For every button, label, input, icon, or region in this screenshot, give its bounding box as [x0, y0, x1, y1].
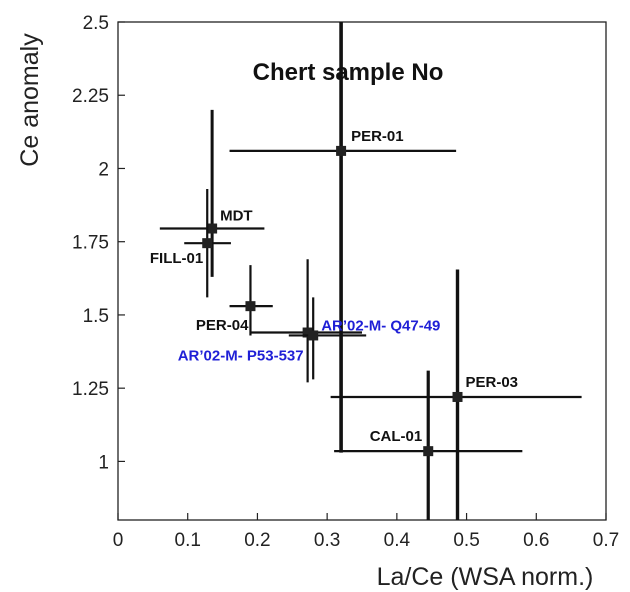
x-tick-label: 0.3: [314, 530, 340, 551]
x-axis-label: La/Ce (WSA norm.): [377, 563, 594, 591]
x-tick-label: 0.5: [453, 530, 479, 551]
x-tick-label: 0.6: [523, 530, 549, 551]
point-label: PER-03: [466, 374, 519, 391]
point-label: PER-01: [351, 128, 404, 145]
x-tick-label: 0.4: [384, 530, 411, 551]
point-label: PER-04: [196, 317, 249, 334]
x-tick-label: 0.1: [175, 530, 201, 551]
y-tick-label: 2: [98, 159, 109, 180]
y-tick-label: 1: [98, 452, 109, 473]
point-label: MDT: [220, 208, 253, 225]
y-tick-label: 1.5: [83, 306, 109, 327]
data-point: [302, 327, 313, 338]
plot-frame: [117, 21, 607, 521]
x-tick-label: 0.7: [593, 530, 619, 551]
y-tick-label: 1.25: [72, 379, 109, 400]
x-tick-label: 0: [113, 530, 124, 551]
data-point: [452, 391, 463, 402]
x-tick-label: 0.2: [244, 530, 270, 551]
point-label: AR’02-M- P53-537: [178, 348, 304, 365]
data-point: [336, 145, 347, 156]
data-point: [245, 301, 256, 312]
point-label: CAL-01: [370, 428, 423, 445]
data-point: [207, 223, 218, 234]
data-point: [202, 238, 213, 249]
y-axis-label: Ce anomaly: [16, 33, 44, 167]
y-tick-label: 2.5: [83, 13, 109, 34]
point-label: FILL-01: [150, 250, 203, 267]
data-point: [423, 446, 434, 457]
y-tick-label: 1.75: [72, 233, 109, 254]
point-label: AR’02-M- Q47-49: [321, 317, 440, 334]
chart-title: Chert sample No: [253, 59, 444, 86]
data-point: [308, 330, 319, 341]
y-tick-label: 2.25: [72, 86, 109, 107]
